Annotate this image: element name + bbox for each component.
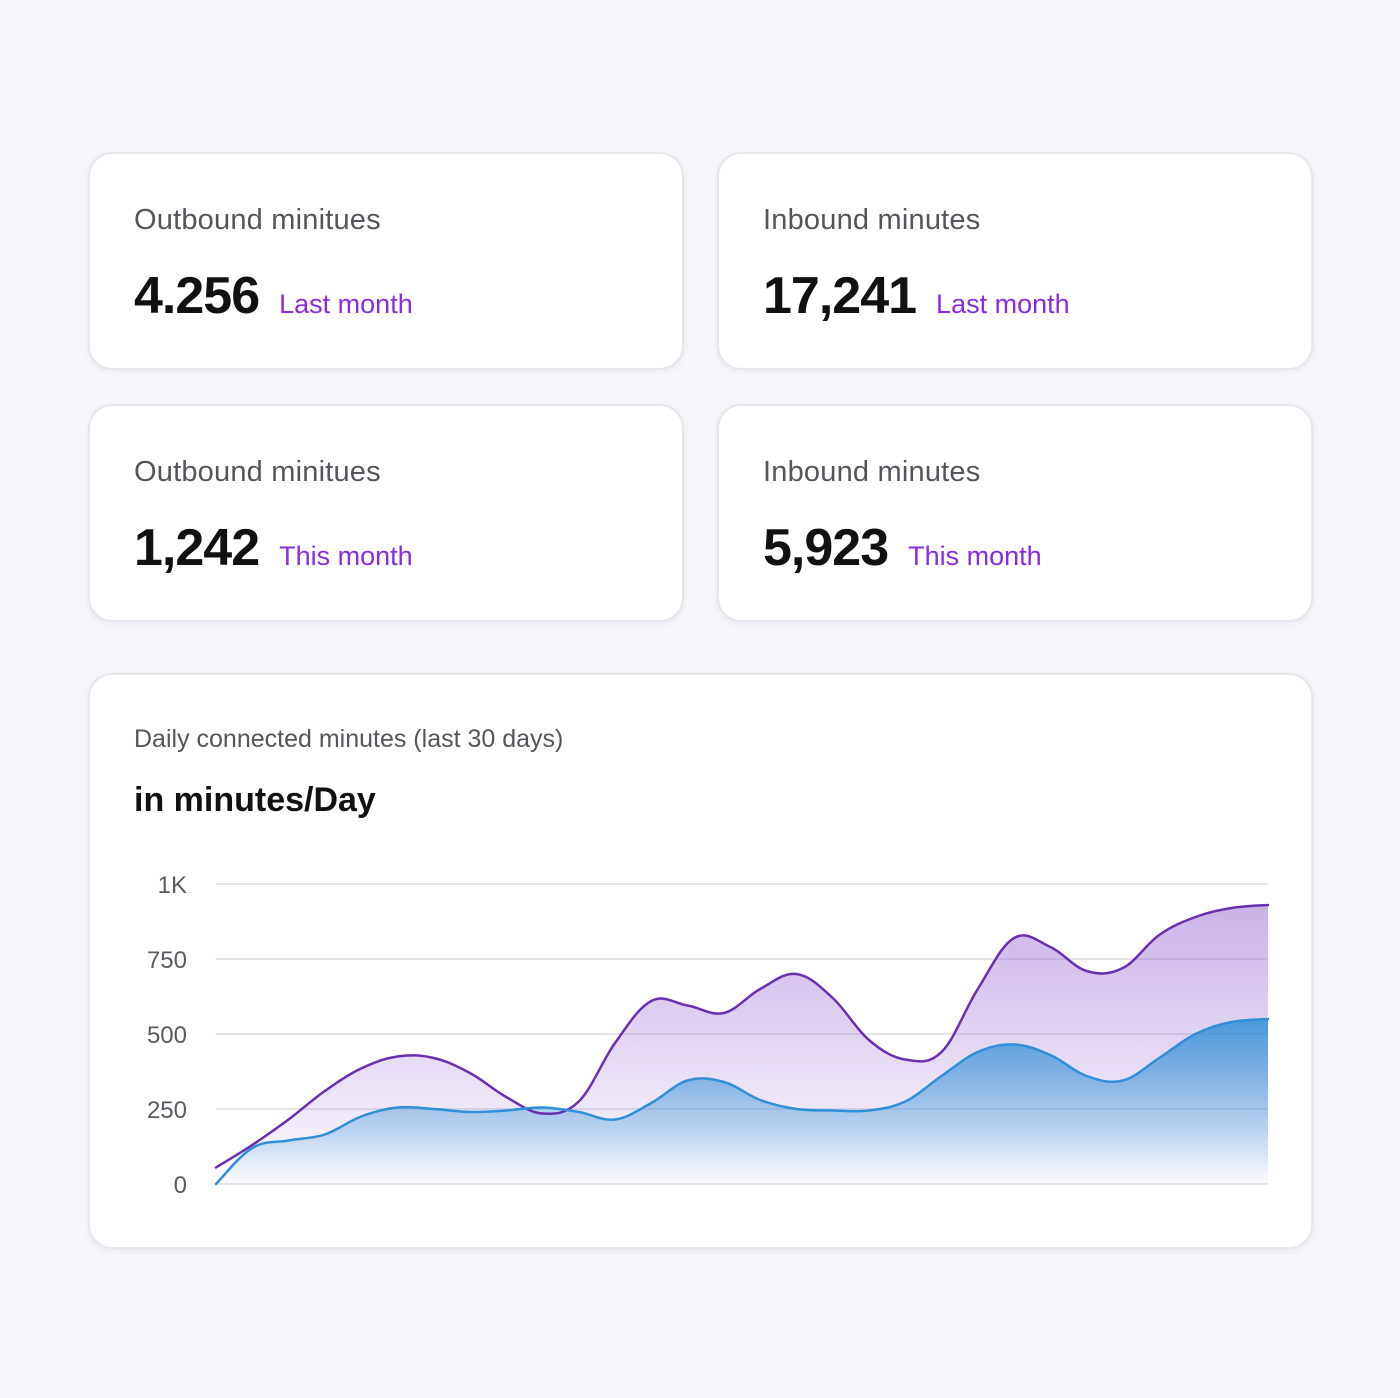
stat-row: 5,923 This month [763,518,1042,578]
stat-value: 1,242 [134,519,260,577]
inbound-last-month-card: Inbound minutes 17,241 Last month [717,152,1313,370]
stat-period: This month [279,541,413,571]
y-tick-label: 500 [147,1022,187,1049]
series-1-line [214,1017,1270,1186]
stat-value: 17,241 [763,267,917,325]
stat-label: Inbound minutes [763,204,981,236]
chart-label: Daily connected minutes (last 30 days) [134,725,564,753]
line-layer [214,903,1270,1186]
outbound-this-month-card: Outbound minitues 1,242 This month [88,404,684,622]
stat-row: 4.256 Last month [134,266,413,326]
area-chart: 0 250 500 750 1K [147,872,1270,1199]
tick-layer: 0 250 500 750 1K [147,872,187,1199]
y-tick-label: 0 [174,1172,187,1199]
stat-period: Last month [936,289,1070,319]
stat-value: 5,923 [763,519,889,577]
stat-row: 17,241 Last month [763,266,1070,326]
series-0-line [214,903,1270,1169]
stat-row: 1,242 This month [134,518,413,578]
inbound-this-month-card: Inbound minutes 5,923 This month [717,404,1313,622]
area-layer [216,905,1268,1184]
stat-period: Last month [279,289,413,319]
y-tick-label: 750 [147,947,187,974]
stat-period: This month [908,541,1042,571]
stat-label: Outbound minitues [134,204,381,236]
daily-minutes-chart-card: Daily connected minutes (last 30 days) i… [88,673,1313,1249]
stat-label: Outbound minitues [134,456,381,488]
series-1-area [216,1019,1268,1184]
chart-unit: in minutes/Day [134,781,376,819]
stat-label: Inbound minutes [763,456,981,488]
y-tick-label: 250 [147,1097,187,1124]
stat-value: 4.256 [134,267,260,325]
y-tick-label: 1K [158,872,187,899]
outbound-last-month-card: Outbound minitues 4.256 Last month [88,152,684,370]
